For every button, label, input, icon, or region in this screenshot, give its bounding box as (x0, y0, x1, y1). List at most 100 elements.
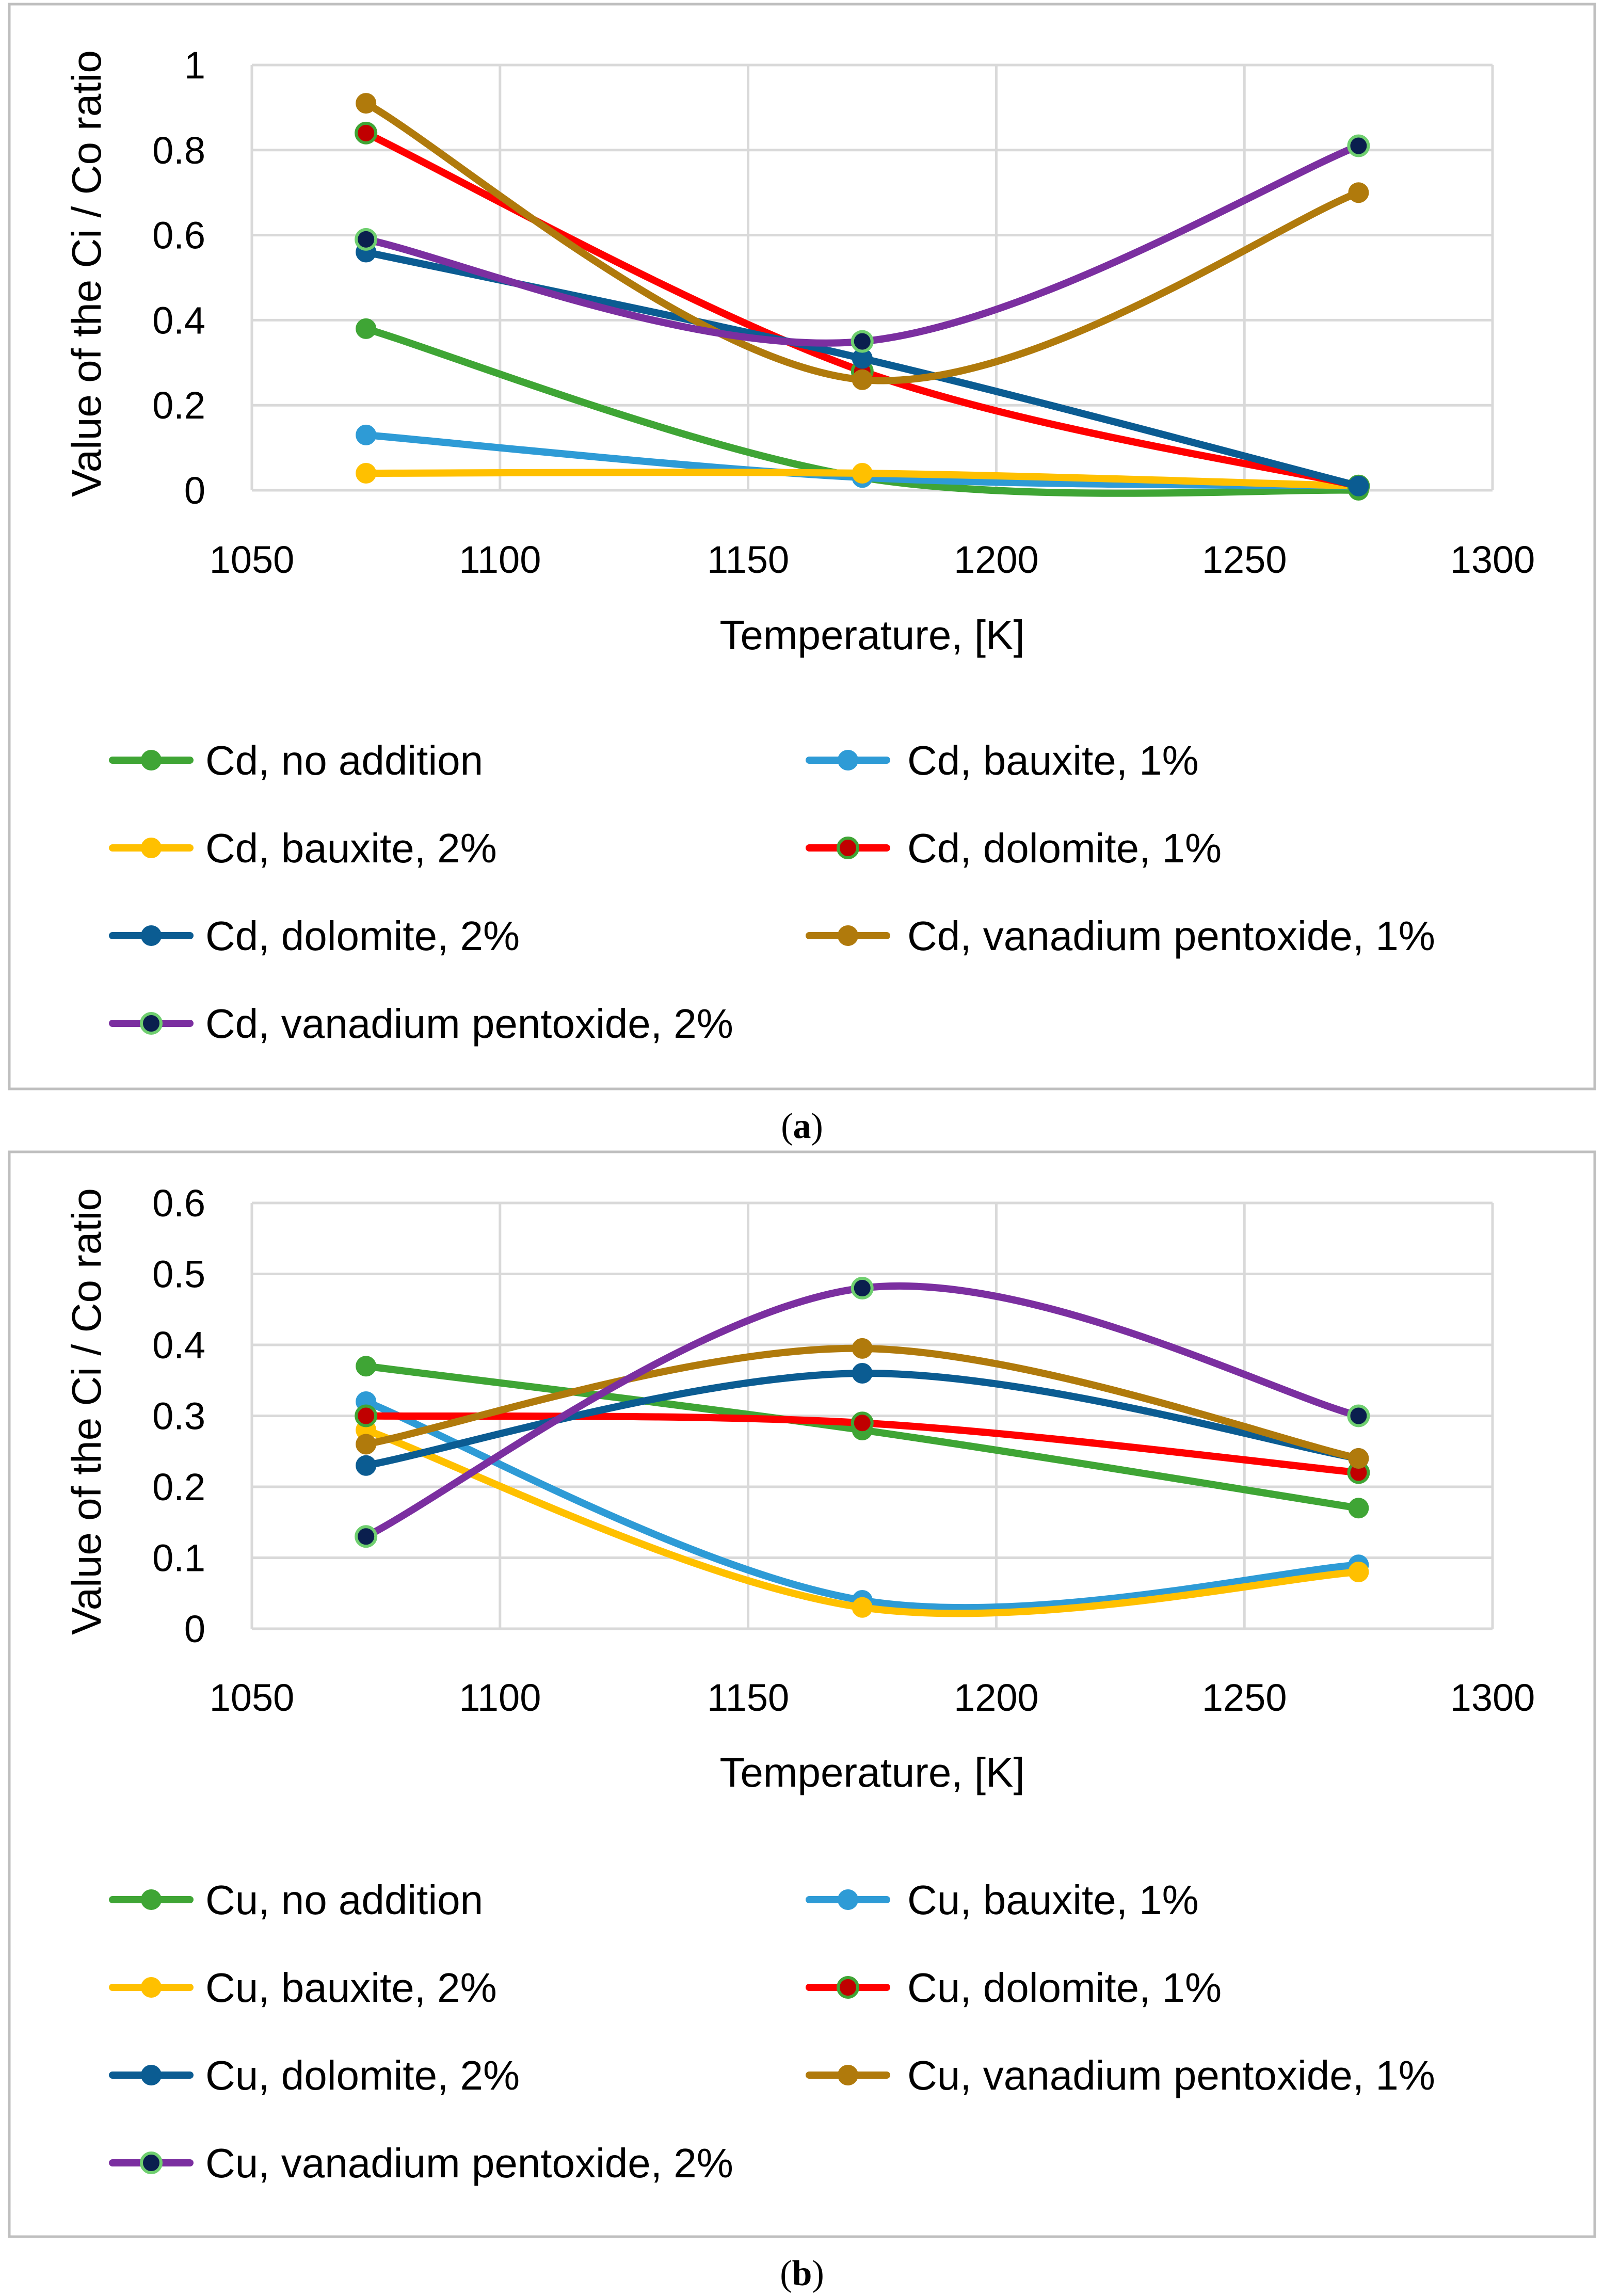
data-point-cu-vanadium-pentoxide-1pct (356, 1434, 377, 1455)
data-point-cd-vanadium-pentoxide-2pct (355, 228, 378, 251)
legend-entry-cd-vanadium-pentoxide-2pct: Cd, vanadium pentoxide, 2% (109, 1001, 733, 1047)
legend-entry-cd-bauxite-2pct: Cd, bauxite, 2% (109, 825, 497, 871)
panel-a-letter: a (793, 1106, 811, 1146)
legend-label: Cu, vanadium pentoxide, 2% (205, 2140, 733, 2186)
panel-a-series (355, 93, 1370, 501)
panel-b-y-tick-label: 0.1 (152, 1537, 205, 1580)
panel-b-y-tick-label: 0.6 (152, 1182, 205, 1225)
legend-label: Cd, vanadium pentoxide, 1% (907, 913, 1435, 959)
data-point-cu-bauxite-2pct (852, 1597, 873, 1618)
data-point-cd-no-addition (356, 318, 377, 339)
legend-label: Cu, bauxite, 1% (907, 1877, 1199, 1923)
data-point-cu-dolomite-1pct (355, 1404, 378, 1427)
data-point-cd-vanadium-pentoxide-1pct (1348, 182, 1369, 203)
panel-a-y-tick-label: 0.4 (152, 299, 205, 342)
legend-entry-cd-no-addition: Cd, no addition (109, 737, 483, 783)
panel-b-x-tick-label: 1050 (210, 1676, 295, 1719)
legend-entry-cu-no-addition: Cu, no addition (109, 1877, 483, 1923)
data-point-cu-dolomite-1pct (851, 1411, 874, 1435)
panel-a-legend: Cd, no addition Cd, bauxite, 1% Cd, bauxit… (109, 737, 1435, 1047)
legend-label: Cd, vanadium pentoxide, 2% (205, 1001, 733, 1047)
data-point-cd-bauxite-2pct (852, 463, 873, 484)
legend-swatch-marker (141, 1889, 162, 1910)
panel-a-y-tick-label: 0.2 (152, 384, 205, 427)
legend-label: Cd, dolomite, 1% (907, 825, 1222, 871)
panel-a-x-axis-title: Temperature, [K] (719, 612, 1024, 658)
panel-b-series (355, 1277, 1370, 1618)
series-cu-vanadium-pentoxide-1pct (356, 1338, 1369, 1469)
data-point-cu-no-addition (1348, 1498, 1369, 1519)
panel-b-y-tick-label: 0 (184, 1608, 205, 1650)
legend-label: Cd, dolomite, 2% (205, 913, 520, 959)
data-point-cd-vanadium-pentoxide-1pct (852, 369, 873, 390)
legend-label: Cu, dolomite, 1% (907, 1965, 1222, 2011)
legend-swatch-marker (141, 1977, 162, 1998)
panel-b-y-axis-title: Value of the Ci / Co ratio (63, 1188, 109, 1635)
panel-a-y-tick-label: 0.8 (152, 129, 205, 172)
data-point-cu-vanadium-pentoxide-2pct (355, 1525, 378, 1548)
legend-label: Cu, vanadium pentoxide, 1% (907, 2052, 1435, 2098)
panel-b-y-tick-label: 0.2 (152, 1466, 205, 1508)
legend-label: Cd, bauxite, 2% (205, 825, 497, 871)
data-point-cd-vanadium-pentoxide-2pct (1347, 134, 1370, 157)
panel-a-x-tick-label: 1300 (1450, 538, 1535, 581)
data-point-cd-dolomite-1pct (355, 121, 378, 144)
legend-swatch-marker (838, 1889, 858, 1910)
legend-entry-cu-dolomite-2pct: Cu, dolomite, 2% (109, 2052, 520, 2098)
data-point-cd-vanadium-pentoxide-1pct (356, 93, 377, 114)
legend-swatch-marker (141, 2065, 162, 2085)
legend-swatch-marker (838, 925, 858, 946)
legend-swatch-marker (141, 750, 162, 770)
panel-a: 0 0.2 0.4 0.6 0.8 1 1050 1100 1150 1200 1250 1300 V… (8, 3, 1596, 1090)
panel-b-grid (250, 1201, 1494, 1630)
legend-entry-cu-bauxite-2pct: Cu, bauxite, 2% (109, 1965, 497, 2011)
legend-label: Cu, bauxite, 2% (205, 1965, 497, 2011)
data-point-cu-dolomite-2pct (356, 1455, 377, 1476)
legend-swatch-marker (141, 925, 162, 946)
legend-label: Cu, dolomite, 2% (205, 2052, 520, 2098)
panel-a-y-tick-label: 0.6 (152, 214, 205, 257)
data-point-cd-bauxite-2pct (356, 463, 377, 484)
data-point-cu-no-addition (356, 1356, 377, 1377)
panel-a-x-tick-label: 1050 (210, 538, 295, 581)
series-cu-vanadium-pentoxide-2pct (355, 1277, 1370, 1548)
panel-b-y-tick-label: 0.3 (152, 1395, 205, 1438)
data-point-cd-dolomite-2pct (1348, 475, 1369, 496)
legend-entry-cu-bauxite-1pct: Cu, bauxite, 1% (806, 1877, 1199, 1923)
legend-swatch-marker (141, 838, 162, 858)
legend-entry-cd-dolomite-1pct: Cd, dolomite, 1% (806, 825, 1222, 871)
panel-a-x-tick-label: 1150 (707, 538, 789, 581)
data-point-cu-bauxite-2pct (1348, 1562, 1369, 1582)
series-cd-vanadium-pentoxide-2pct (355, 134, 1370, 353)
legend-swatch-marker (837, 1976, 859, 1999)
legend-label: Cd, no addition (205, 737, 483, 783)
panel-a-y-axis-title: Value of the Ci / Co ratio (63, 50, 109, 497)
panel-a-y-tick-label: 1 (184, 44, 205, 87)
legend-entry-cu-vanadium-pentoxide-2pct: Cu, vanadium pentoxide, 2% (109, 2140, 733, 2186)
data-point-cu-vanadium-pentoxide-2pct (1347, 1404, 1370, 1427)
legend-label: Cd, bauxite, 1% (907, 737, 1199, 783)
panel-a-label: (a) (781, 1106, 823, 1146)
data-point-cu-vanadium-pentoxide-1pct (852, 1338, 873, 1359)
panel-b-label: (b) (780, 2254, 824, 2293)
series-cu-bauxite-2pct (356, 1420, 1369, 1618)
panel-b-ticks: 0 0.1 0.2 0.3 0.4 0.5 0.6 1050 1100 1150 1200 1250 1… (152, 1182, 1535, 1719)
legend-swatch-marker (838, 2065, 858, 2085)
panel-b-x-tick-label: 1250 (1202, 1676, 1287, 1719)
data-point-cu-dolomite-2pct (852, 1363, 873, 1384)
panel-a-y-tick-label: 0 (184, 469, 205, 512)
series-cd-vanadium-pentoxide-1pct (356, 93, 1369, 390)
panel-b-x-tick-label: 1150 (707, 1676, 789, 1719)
data-point-cd-bauxite-1pct (356, 424, 377, 445)
panel-a-ticks: 0 0.2 0.4 0.6 0.8 1 1050 1100 1150 1200 1250 1300 (152, 44, 1535, 581)
panel-a-x-tick-label: 1250 (1202, 538, 1287, 581)
panel-b-letter: b (792, 2254, 812, 2293)
panel-b-y-tick-label: 0.4 (152, 1324, 205, 1367)
panel-b-y-tick-label: 0.5 (152, 1253, 205, 1296)
panel-b-x-axis-title: Temperature, [K] (719, 1749, 1024, 1795)
legend-entry-cd-vanadium-pentoxide-1pct: Cd, vanadium pentoxide, 1% (806, 913, 1435, 959)
panel-a-x-tick-label: 1200 (954, 538, 1039, 581)
legend-entry-cd-dolomite-2pct: Cd, dolomite, 2% (109, 913, 520, 959)
panel-b: 0 0.1 0.2 0.3 0.4 0.5 0.6 1050 1100 1150 1200 1250 1… (8, 1150, 1596, 2238)
